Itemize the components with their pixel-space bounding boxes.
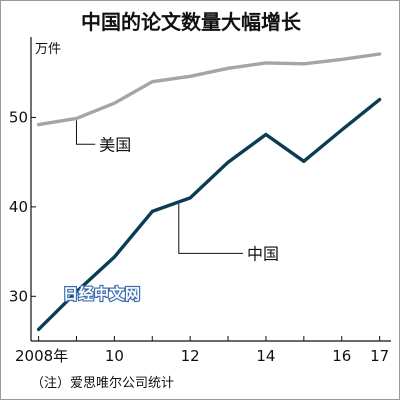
y-tick-label: 40 <box>9 198 28 216</box>
x-tick-label: 17 <box>370 347 389 365</box>
source-note: （注）爱思唯尔公司统计 <box>31 376 174 391</box>
x-tick-label: 10 <box>105 347 124 365</box>
watermark-logo: 日经中文网 <box>63 285 141 303</box>
callout-china-label: 中国 <box>247 244 279 263</box>
callout-china-leader <box>178 203 243 254</box>
x-tick-labels: 2008年 10 12 14 16 17 <box>15 347 389 365</box>
x-tick-label: 12 <box>181 347 200 365</box>
unit-label: 万件 <box>35 42 61 57</box>
series-layer <box>36 52 382 332</box>
series-line-china <box>36 97 382 332</box>
series-line-usa <box>36 52 382 127</box>
callout-usa-leader <box>75 120 96 145</box>
x-tick-label: 14 <box>256 347 275 365</box>
y-tick-label: 50 <box>9 108 28 126</box>
x-tick-label: 2008年 <box>15 347 68 365</box>
y-tick-label: 30 <box>9 287 28 305</box>
x-tick-label: 16 <box>332 347 351 365</box>
y-tick-labels: 30 40 50 <box>9 108 28 305</box>
chart-title: 中国的论文数量大幅增长 <box>81 10 302 34</box>
axes <box>30 37 391 342</box>
callout-usa-label: 美国 <box>99 135 131 154</box>
